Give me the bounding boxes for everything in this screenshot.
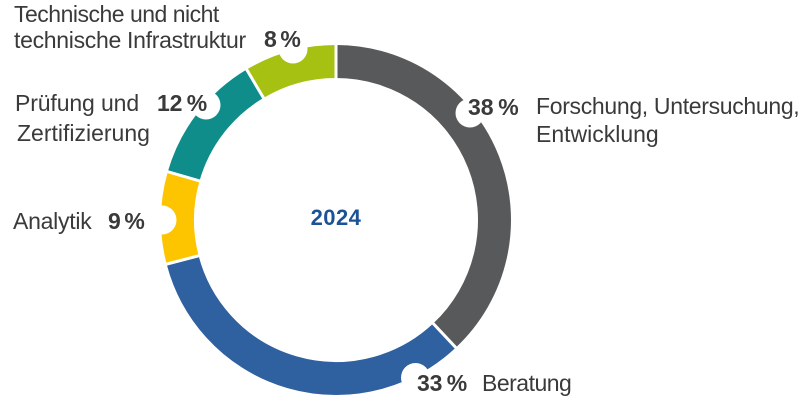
svg-text:12 %: 12 % xyxy=(157,90,207,116)
svg-text:Analytik: Analytik xyxy=(13,208,92,234)
svg-text:9 %: 9 % xyxy=(108,208,144,234)
svg-text:technische Infrastruktur: technische Infrastruktur xyxy=(14,27,246,53)
svg-text:Prüfung und: Prüfung und xyxy=(15,90,139,116)
svg-text:Forschung, Untersuchung,: Forschung, Untersuchung, xyxy=(536,93,799,119)
svg-text:Zertifizierung: Zertifizierung xyxy=(17,120,150,146)
svg-text:Entwicklung: Entwicklung xyxy=(536,121,659,147)
svg-text:Technische und nicht: Technische und nicht xyxy=(14,1,220,27)
svg-text:Beratung: Beratung xyxy=(482,370,571,396)
svg-text:38 %: 38 % xyxy=(468,94,519,120)
svg-text:2024: 2024 xyxy=(311,205,362,230)
svg-text:33 %: 33 % xyxy=(417,370,467,396)
svg-text:8 %: 8 % xyxy=(264,26,300,52)
